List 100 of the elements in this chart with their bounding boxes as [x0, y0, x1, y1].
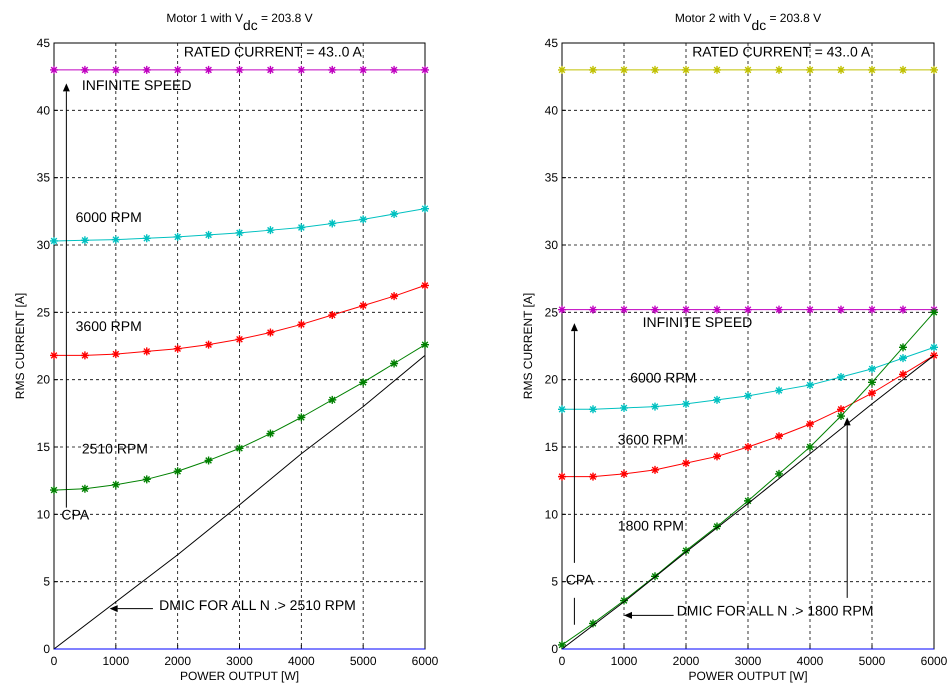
point [898, 342, 908, 352]
point [619, 596, 629, 606]
point [328, 218, 337, 228]
x-tick-label: 4000 [796, 654, 824, 668]
annotation: RATED CURRENT = 43..0 A [692, 43, 871, 60]
point [650, 465, 660, 475]
point [204, 65, 214, 75]
annotation: 2510 RPM [82, 440, 148, 457]
point [142, 234, 152, 243]
point [80, 65, 90, 75]
point [142, 474, 152, 484]
point [619, 65, 629, 75]
y-tick-label: 45 [36, 36, 50, 50]
point [172, 65, 182, 75]
point [49, 236, 59, 246]
point [111, 480, 121, 490]
x-tick-label: 6000 [920, 654, 948, 668]
annotation: 3600 RPM [76, 318, 142, 334]
point [234, 444, 244, 454]
point [867, 378, 877, 388]
point [774, 432, 784, 441]
point [867, 304, 877, 314]
x-tick-label: 5000 [858, 654, 886, 668]
point [328, 310, 337, 320]
y-axis-title: RMS CURRENT [A] [521, 292, 535, 400]
x-tick-label: 6000 [412, 654, 439, 668]
point [80, 484, 90, 494]
x-tick-label: 5000 [350, 654, 377, 668]
point [557, 304, 567, 314]
point [80, 350, 90, 360]
point [420, 204, 430, 214]
point [389, 65, 399, 75]
annotation: DMIC FOR ALL N .> 2510 RPM [159, 596, 356, 613]
x-axis-title: POWER OUTPUT [W] [688, 669, 808, 683]
point [805, 65, 815, 75]
point [234, 65, 244, 75]
point [774, 386, 784, 396]
y-tick-label: 30 [544, 238, 558, 252]
y-tick-label: 10 [544, 507, 558, 522]
y-tick-label: 30 [36, 238, 50, 252]
x-tick-label: 2000 [672, 654, 700, 668]
annotation: RATED CURRENT = 43..0 A [184, 43, 363, 60]
annotation: INFINITE SPEED [82, 77, 192, 94]
point [296, 222, 306, 232]
point [588, 404, 598, 414]
point [774, 304, 784, 314]
point [204, 230, 214, 240]
point [712, 395, 722, 405]
y-tick-label: 15 [36, 440, 50, 454]
point [681, 399, 691, 409]
point [805, 304, 815, 314]
point [712, 65, 722, 75]
point [619, 304, 629, 314]
point [296, 320, 306, 330]
y-tick-label: 25 [36, 305, 50, 320]
annotation: 3600 RPM [618, 431, 684, 448]
annotation: 6000 RPM [76, 209, 142, 226]
point [588, 472, 598, 482]
point [172, 466, 182, 476]
x-tick-label: 4000 [288, 654, 316, 668]
annotation: CPA [566, 571, 594, 588]
point [557, 404, 567, 414]
point [296, 412, 306, 422]
point [619, 469, 629, 479]
point [172, 232, 182, 242]
y-tick-label: 5 [43, 574, 50, 589]
point [142, 346, 152, 356]
point [111, 65, 121, 75]
point [929, 342, 939, 352]
annotation: 6000 RPM [630, 369, 696, 386]
y-tick-label: 20 [544, 372, 558, 387]
point [588, 65, 598, 75]
y-tick-label: 5 [551, 574, 558, 589]
point [743, 304, 753, 314]
y-tick-label: 35 [544, 170, 558, 185]
point [836, 404, 846, 414]
point [80, 236, 90, 245]
point [204, 456, 214, 466]
point [358, 378, 368, 388]
point [681, 304, 691, 314]
point [867, 364, 877, 374]
point [49, 65, 59, 75]
point [358, 214, 368, 224]
point [650, 304, 660, 314]
point [836, 65, 846, 75]
point [266, 225, 276, 235]
y-tick-label: 15 [544, 440, 558, 454]
point [328, 65, 337, 75]
point [296, 65, 306, 75]
y-tick-label: 0 [551, 642, 558, 656]
point [681, 546, 691, 556]
y-tick-label: 25 [544, 305, 558, 320]
point [743, 496, 753, 506]
point [389, 209, 399, 219]
point [681, 458, 691, 468]
point [650, 572, 660, 581]
point [929, 65, 939, 75]
point [557, 640, 567, 650]
point [867, 388, 877, 398]
point [111, 234, 121, 244]
